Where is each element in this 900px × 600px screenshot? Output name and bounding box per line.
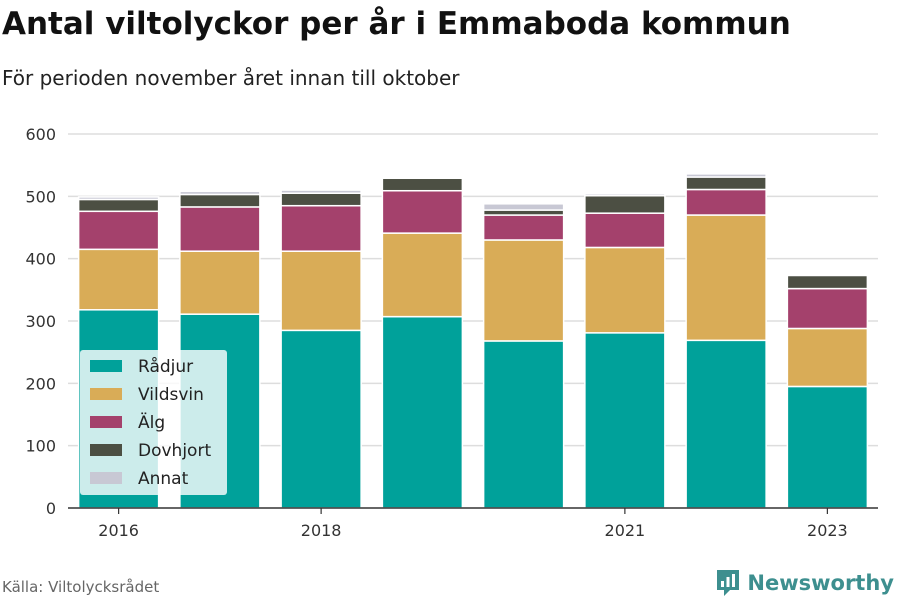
x-tick-label: 2016: [98, 521, 139, 540]
bar-segment: [584, 332, 666, 509]
bar-segment: [786, 274, 869, 290]
y-tick-label: 200: [25, 374, 56, 393]
y-tick-label: 0: [46, 499, 56, 518]
bar-segment: [584, 194, 666, 214]
legend-swatch: [90, 416, 122, 428]
y-tick-label: 600: [25, 125, 56, 144]
bar-segment: [179, 206, 261, 252]
bar-segment: [685, 176, 767, 191]
legend-swatch: [90, 360, 122, 372]
bar-segment: [786, 385, 869, 509]
y-tick-label: 300: [25, 312, 56, 331]
bar-segment: [482, 239, 565, 342]
legend-swatch: [90, 388, 122, 400]
bar-segment: [786, 327, 869, 388]
bar-segment: [482, 203, 565, 211]
bar-segment: [685, 188, 767, 216]
bar-segment: [584, 212, 666, 249]
chart-subtitle: För perioden november året innan till ok…: [2, 66, 460, 90]
legend-label: Annat: [138, 469, 189, 489]
legend-label: Älg: [138, 412, 165, 433]
bar-segment: [584, 193, 666, 197]
bar-segment: [77, 248, 160, 311]
bar-segment: [179, 190, 261, 196]
bar-segment: [77, 196, 160, 201]
x-tick-label: 2023: [807, 521, 848, 540]
legend-label: Rådjur: [138, 356, 193, 377]
bar-segment: [179, 250, 261, 315]
y-tick-label: 100: [25, 437, 56, 456]
legend-label: Vildsvin: [138, 385, 204, 405]
bar-segment: [786, 287, 869, 330]
bar-segment: [381, 176, 464, 180]
chart-title: Antal viltolyckor per år i Emmaboda komm…: [2, 6, 791, 42]
bar-segment: [584, 246, 666, 334]
x-tick-label: 2021: [605, 521, 646, 540]
bar-segment: [482, 214, 565, 241]
bar-segment: [381, 177, 464, 192]
y-tick-label: 500: [25, 187, 56, 206]
newsworthy-logo-icon: [717, 570, 740, 596]
bar-segment: [685, 173, 767, 178]
legend-box: [80, 350, 227, 495]
x-tick-label: 2018: [301, 521, 342, 540]
legend-swatch: [90, 472, 122, 484]
bar-segment: [685, 214, 767, 342]
bar-segment: [280, 204, 362, 252]
legend-swatch: [90, 444, 122, 456]
bar-segment: [381, 232, 464, 318]
y-tick-label: 400: [25, 250, 56, 269]
bar-segment: [381, 315, 464, 509]
bar-segment: [280, 329, 362, 509]
bar-segment: [280, 192, 362, 207]
source-note: Källa: Viltolycksrådet: [2, 578, 160, 596]
bar-segment: [381, 189, 464, 234]
bar-segment: [77, 210, 160, 251]
bar-segment: [685, 339, 767, 509]
bar-segment: [280, 189, 362, 194]
legend-label: Dovhjort: [138, 441, 211, 461]
bar-segment: [179, 193, 261, 208]
brand-logo: Newsworthy: [715, 568, 894, 598]
brand-name: Newsworthy: [747, 571, 894, 595]
bar-segment: [77, 198, 160, 213]
bar-segment: [482, 340, 565, 509]
bar-segment: [280, 250, 362, 332]
